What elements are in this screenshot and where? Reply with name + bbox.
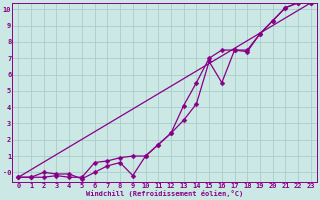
X-axis label: Windchill (Refroidissement éolien,°C): Windchill (Refroidissement éolien,°C) [86,190,243,197]
